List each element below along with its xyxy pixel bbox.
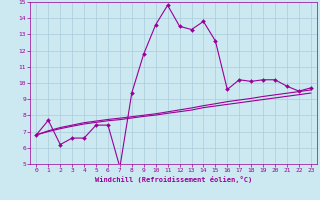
X-axis label: Windchill (Refroidissement éolien,°C): Windchill (Refroidissement éolien,°C) bbox=[95, 176, 252, 183]
